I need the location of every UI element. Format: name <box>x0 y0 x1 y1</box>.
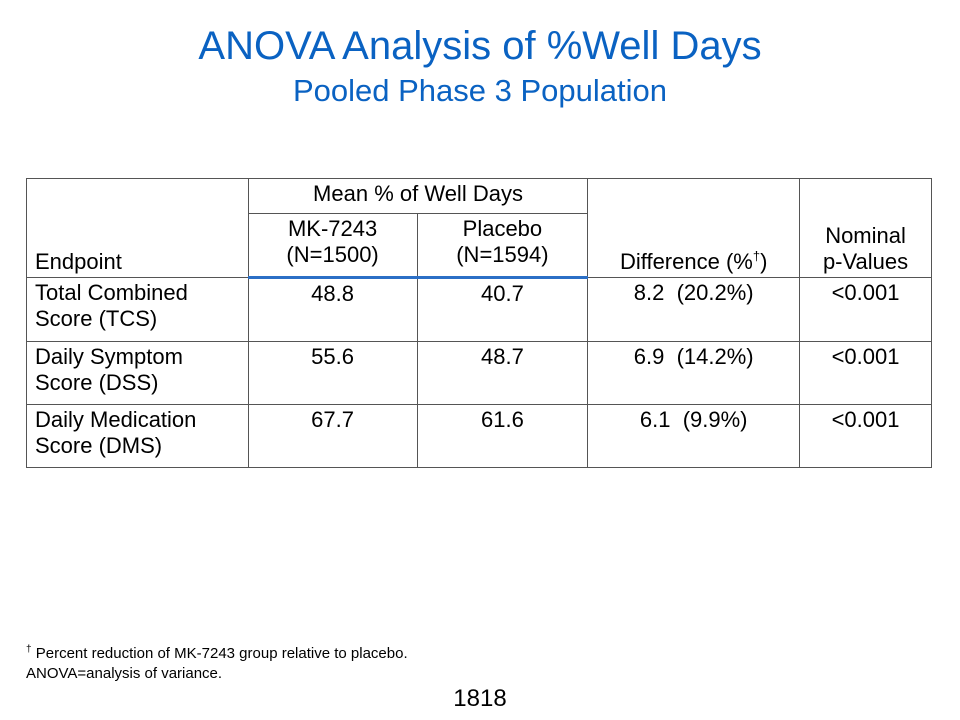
header-difference-label: Difference (% <box>619 249 753 274</box>
endpoint-cell: Daily Symptom Score (DSS) <box>26 341 249 405</box>
footnote-dagger-mark: † <box>26 644 32 655</box>
header-drug-group: MK-7243 (N=1500) <box>247 213 418 279</box>
endpoint-cell: Daily Medication Score (DMS) <box>26 404 249 468</box>
table-row: Daily Symptom Score (DSS) 55.6 48.7 6.9 … <box>26 341 932 405</box>
slide-title: ANOVA Analysis of %Well Days <box>198 24 762 68</box>
endpoint-line2: Score (TCS) <box>35 306 158 331</box>
header-mean-well-days: Mean % of Well Days <box>247 178 589 214</box>
header-endpoint: Endpoint <box>26 178 249 278</box>
footnote-text: Percent reduction of MK-7243 group relat… <box>31 645 408 662</box>
p-value-cell: <0.001 <box>799 404 932 468</box>
footnote-line2: ANOVA=analysis of variance. <box>26 665 223 682</box>
endpoint-cell: Total Combined Score (TCS) <box>26 277 249 342</box>
table-row: Daily Medication Score (DMS) 67.7 61.6 6… <box>26 404 932 468</box>
header-p-values: Nominal p-Values <box>799 178 932 278</box>
header-pvalue-line1: Nominal <box>825 223 906 248</box>
header-difference-close: ) <box>760 249 768 274</box>
table-row: Total Combined Score (TCS) 48.8 40.7 8.2… <box>26 277 932 342</box>
header-mean-label: Mean % of Well Days <box>313 181 523 206</box>
p-value-cell: <0.001 <box>799 341 932 405</box>
dagger-mark: † <box>752 248 761 264</box>
header-pvalue-line2: p-Values <box>822 249 909 274</box>
slide-subtitle: Pooled Phase 3 Population <box>292 73 667 108</box>
drug-value-cell: 55.6 <box>247 341 418 405</box>
difference-cell: 6.9 (14.2%) <box>587 341 801 405</box>
footnote: † Percent reduction of MK-7243 group rel… <box>26 644 408 684</box>
page-number: 1818 <box>453 685 507 712</box>
header-placebo-group: Placebo (N=1594) <box>416 213 589 279</box>
difference-cell: 6.1 (9.9%) <box>587 404 801 468</box>
header-placebo-name: Placebo <box>462 216 543 241</box>
endpoint-line2: Score (DMS) <box>35 433 163 458</box>
anova-table: Endpoint Mean % of Well Days Difference … <box>26 178 932 468</box>
endpoint-line1: Daily Symptom <box>35 344 183 369</box>
placebo-value-cell: 61.6 <box>416 404 589 468</box>
drug-value-cell: 67.7 <box>247 404 418 468</box>
p-value-cell: <0.001 <box>799 277 932 342</box>
header-drug-name: MK-7243 <box>287 216 378 241</box>
endpoint-line2: Score (DSS) <box>35 370 159 395</box>
footnote-line1: † Percent reduction of MK-7243 group rel… <box>26 644 408 664</box>
placebo-value-cell: 48.7 <box>416 341 589 405</box>
header-placebo-n: (N=1594) <box>456 242 549 267</box>
header-endpoint-label: Endpoint <box>35 249 122 274</box>
endpoint-line1: Total Combined <box>35 280 188 305</box>
drug-value-cell: 48.8 <box>247 277 418 342</box>
header-drug-n: (N=1500) <box>286 242 379 267</box>
endpoint-line1: Daily Medication <box>35 407 197 432</box>
difference-cell: 8.2 (20.2%) <box>587 277 801 342</box>
placebo-value-cell: 40.7 <box>416 277 589 342</box>
header-difference: Difference (%†) <box>587 178 801 278</box>
